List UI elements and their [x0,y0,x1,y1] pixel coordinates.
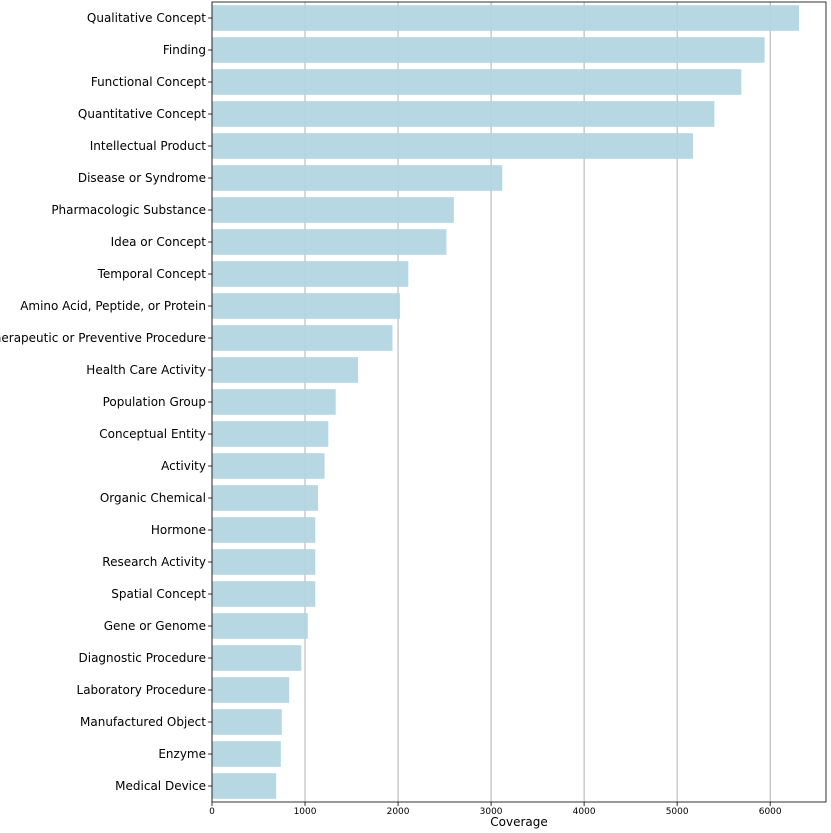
bar-7 [212,229,447,255]
bar-11 [212,357,359,383]
bar-10 [212,325,393,351]
y-tick-label-13: Conceptual Entity [99,427,206,441]
x-tick-label-0: 0 [209,807,215,817]
bar-20 [212,645,302,671]
y-tick-label-20: Diagnostic Procedure [79,651,207,665]
bar-14 [212,453,325,479]
x-tick-label-5: 5000 [666,807,689,817]
x-axis-title: Coverage [490,815,548,829]
x-tick-label-6: 6000 [759,807,782,817]
bar-2 [212,69,742,95]
y-tick-label-3: Quantitative Concept [78,107,206,121]
y-tick-label-4: Intellectual Product [90,139,207,153]
y-tick-label-16: Hormone [151,523,206,537]
y-tick-label-2: Functional Concept [91,75,206,89]
bar-1 [212,37,765,63]
y-tick-label-18: Spatial Concept [111,587,206,601]
bar-17 [212,549,316,575]
y-tick-label-21: Laboratory Procedure [77,683,206,697]
y-tick-label-12: Population Group [103,395,206,409]
bar-22 [212,709,282,735]
y-tick-label-1: Finding [163,43,206,57]
y-tick-label-15: Organic Chemical [100,491,206,505]
x-tick-label-4: 4000 [573,807,596,817]
bar-15 [212,485,319,511]
x-tick-label-3: 3000 [480,807,503,817]
bar-16 [212,517,316,543]
bar-5 [212,165,503,191]
bar-13 [212,421,329,447]
y-tick-label-14: Activity [161,459,206,473]
y-tick-label-22: Manufactured Object [80,715,206,729]
bars [212,5,800,799]
y-tick-label-8: Temporal Concept [97,267,207,281]
y-tick-label-7: Idea or Concept [111,235,207,249]
y-tick-label-19: Gene or Genome [104,619,206,633]
bar-21 [212,677,290,703]
x-tick-label-1: 1000 [294,807,317,817]
bar-6 [212,197,454,223]
y-tick-label-9: Amino Acid, Peptide, or Protein [20,299,206,313]
bar-23 [212,741,281,767]
x-tick-label-2: 2000 [387,807,410,817]
y-tick-label-11: Health Care Activity [86,363,206,377]
bar-19 [212,613,308,639]
y-tick-label-0: Qualitative Concept [87,11,206,25]
bar-24 [212,773,277,799]
bar-18 [212,581,316,607]
bar-3 [212,101,715,127]
bar-8 [212,261,409,287]
y-tick-label-23: Enzyme [158,747,206,761]
y-tick-labels: Qualitative Concept Finding Functional Con… [0,11,212,793]
bar-4 [212,133,693,159]
y-tick-label-5: Disease or Syndrome [78,171,206,185]
y-tick-label-6: Pharmacologic Substance [51,203,206,217]
y-tick-label-24: Medical Device [115,779,206,793]
bar-9 [212,293,400,319]
y-tick-label-10: Therapeutic or Preventive Procedure [0,331,206,345]
bar-12 [212,389,336,415]
x-tick-labels: 0 1000 2000 3000 4000 5000 6000 [209,802,782,817]
bar-0 [212,5,800,31]
y-tick-label-17: Research Activity [102,555,206,569]
